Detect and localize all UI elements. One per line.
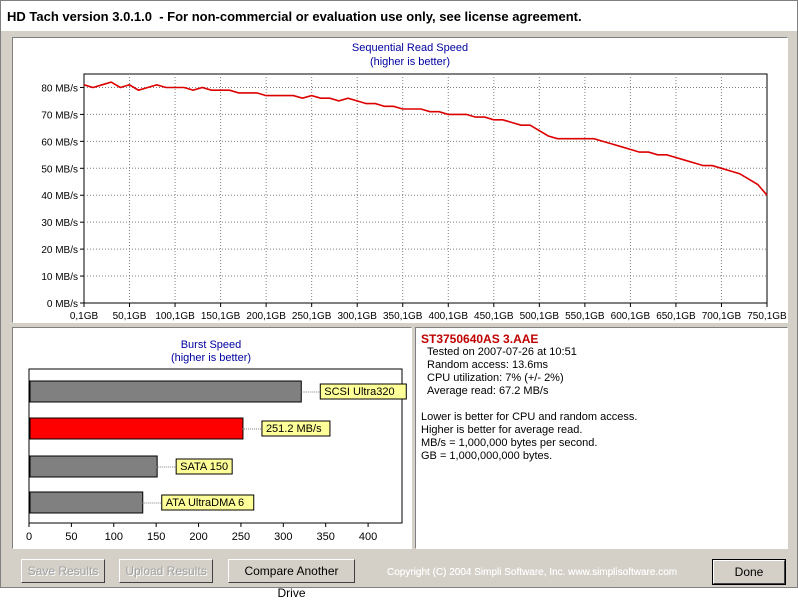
title-bar: HD Tach version 3.0.1.0 - For non-commer… [1,1,797,31]
save-results-button[interactable]: Save Results [21,559,105,583]
burst-chart-subtitle: (higher is better) [170,352,252,364]
burst-bar-label: SCSI Ultra320 [324,386,394,398]
note-average-read: Higher is better for average read. [421,424,583,436]
read-x-label: 500,1GB [520,311,560,322]
read-y-label: 20 MB/s [41,245,78,256]
read-x-label: 250,1GB [292,311,332,322]
read-x-label: 750,1GB [747,311,787,322]
read-chart-subtitle: (higher is better) [369,56,451,68]
burst-bar [29,455,158,478]
note-gb-definition: GB = 1,000,000,000 bytes. [421,450,553,462]
read-y-label: 70 MB/s [41,110,78,121]
burst-bar [29,491,144,514]
read-speed-line [83,81,768,196]
read-y-label: 30 MB/s [41,218,78,229]
read-plot-area [83,73,768,304]
note-mbs-definition: MB/s = 1,000,000 bytes per second. [421,437,598,449]
average-read: Average read: 67.2 MB/s [427,385,549,397]
burst-x-label: 250 [232,531,250,543]
burst-x-label: 0 [26,531,32,543]
done-button[interactable]: Done [712,559,786,585]
cpu-utilization: CPU utilization: 7% (+/- 2%) [427,372,564,384]
burst-speed-panel: Burst Speed (higher is better) SCSI Ultr… [12,327,412,549]
burst-x-label: 50 [65,531,77,543]
read-chart-title: Sequential Read Speed [351,42,469,54]
burst-bar-label: 251.2 MB/s [266,423,322,435]
read-x-label: 650,1GB [656,311,696,322]
read-x-label: 150,1GB [201,311,241,322]
random-access: Random access: 13.6ms [427,359,549,371]
read-y-label: 0 MB/s [47,299,78,310]
read-x-label: 0,1GB [70,311,99,322]
read-x-label: 350,1GB [383,311,423,322]
compare-another-drive-button[interactable]: Compare Another Drive [228,559,355,600]
read-y-label: 80 MB/s [41,83,78,94]
read-x-label: 200,1GB [246,311,286,322]
read-x-label: 700,1GB [702,311,742,322]
read-x-label: 50,1GB [113,311,147,322]
read-y-label: 60 MB/s [41,137,78,148]
window-title: HD Tach version 3.0.1.0 - For non-commer… [7,9,582,24]
read-x-label: 100,1GB [155,311,195,322]
read-x-label: 600,1GB [611,311,651,322]
results-info-panel: ST3750640AS 3.AAE Tested on 2007-07-26 a… [415,327,788,549]
burst-bar-label: SATA 150 [180,461,228,473]
burst-x-label: 150 [147,531,165,543]
burst-bar-label: ATA UltraDMA 6 [166,497,244,509]
copyright-text: Copyright (C) 2004 Simpli Software, Inc.… [387,567,678,578]
read-y-label: 50 MB/s [41,164,78,175]
burst-bar-label-box [319,383,407,400]
read-y-label: 10 MB/s [41,272,78,283]
burst-x-label: 100 [105,531,123,543]
burst-bar [29,380,302,403]
results-text: ST3750640AS 3.AAE Tested on 2007-07-26 a… [421,332,637,463]
read-x-label: 300,1GB [337,311,377,322]
read-speed-chart: 80 MB/s 70 MB/s 60 MB/s 50 MB/s 40 MB/s 30 MB… [41,73,787,322]
note-cpu-random: Lower is better for CPU and random acces… [421,411,638,423]
burst-chart-title: Burst Speed [180,339,242,351]
burst-bar-label-box [161,494,255,511]
burst-bar-label-box [261,420,331,437]
tested-on: Tested on 2007-07-26 at 10:51 [427,346,577,358]
burst-x-label: 400 [359,531,377,543]
drive-model: ST3750640AS 3.AAE [421,332,539,346]
burst-x-label: 350 [317,531,335,543]
burst-x-label: 300 [274,531,292,543]
read-x-label: 400,1GB [429,311,469,322]
burst-bar-label-box [175,458,233,475]
read-x-label: 550,1GB [565,311,605,322]
read-x-label: 450,1GB [474,311,514,322]
read-speed-panel: Sequential Read Speed (higher is better)… [12,37,788,323]
burst-speed-chart: SCSI Ultra320 251.2 MB/s SATA 150 ATA Ultra… [26,368,407,543]
upload-results-button[interactable]: Upload Results [119,559,213,583]
read-y-label: 40 MB/s [41,191,78,202]
burst-bar [29,417,244,440]
burst-x-label: 200 [189,531,207,543]
